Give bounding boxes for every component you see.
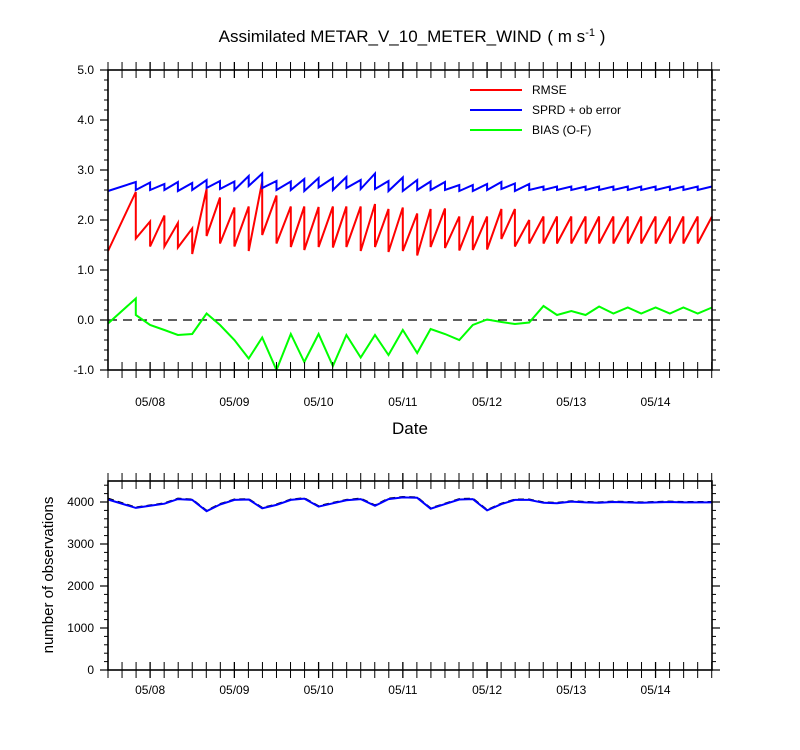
y-tick-label: 4.0 <box>77 113 94 127</box>
y-tick-label: 2000 <box>67 579 94 593</box>
y-tick-label: 2.0 <box>77 213 94 227</box>
top-ticks <box>100 62 720 378</box>
legend-label-rmse: RMSE <box>532 83 567 97</box>
chart-title-units-exponent: -1 <box>585 27 595 39</box>
bottom-xtick-labels: 05/08 05/09 05/10 05/11 05/12 05/13 05/14 <box>135 683 671 697</box>
x-tick-label: 05/10 <box>304 395 334 409</box>
x-tick-label: 05/09 <box>219 683 249 697</box>
bottom-ticks <box>100 473 720 678</box>
x-tick-label: 05/09 <box>219 395 249 409</box>
y-axis-title: number of observations <box>40 497 57 654</box>
x-tick-label: 05/14 <box>641 683 671 697</box>
chart-title-units: ( m s <box>547 27 585 46</box>
x-tick-label: 05/14 <box>641 395 671 409</box>
y-tick-label: 3000 <box>67 537 94 551</box>
x-tick-label: 05/08 <box>135 395 165 409</box>
y-tick-label: 5.0 <box>77 63 94 77</box>
y-tick-label: 1000 <box>67 621 94 635</box>
series-line-bias-o-f <box>107 296 713 373</box>
series-line-sprd-ob-error <box>107 170 713 194</box>
y-tick-label: 1.0 <box>77 263 94 277</box>
top-xtick-labels: 05/08 05/09 05/10 05/11 05/12 05/13 05/14 <box>135 395 671 409</box>
top-ytick-labels: 5.0 4.0 3.0 2.0 1.0 0.0 -1.0 <box>73 63 94 377</box>
x-tick-label: 05/12 <box>472 683 502 697</box>
x-tick-label: 05/13 <box>556 395 586 409</box>
chart-title: Assimilated METAR_V_10_METER_WIND ( m s-1… <box>219 27 606 46</box>
chart-title-units-close: ) <box>595 27 605 46</box>
legend-label-bias-o-f: BIAS (O-F) <box>532 123 591 137</box>
bottom-series <box>107 495 712 513</box>
legend: RMSE SPRD + ob error BIAS (O-F) <box>470 83 621 137</box>
y-tick-label: -1.0 <box>73 363 94 377</box>
x-tick-label: 05/10 <box>304 683 334 697</box>
bottom-ytick-labels: 4000 3000 2000 1000 0 <box>67 495 94 677</box>
top-plot: 5.04.03.02.01.00.0-1.0 05/08 05/09 05/10 05… <box>73 62 720 409</box>
y-tick-label: 0.0 <box>77 313 94 327</box>
series-line-rmse <box>107 181 713 256</box>
y-tick-label: 0 <box>87 663 94 677</box>
top-series <box>107 170 713 373</box>
x-tick-label: 05/13 <box>556 683 586 697</box>
x-axis-title: Date <box>392 419 428 438</box>
series-line-obs-used <box>107 496 712 513</box>
x-tick-label: 05/11 <box>388 683 417 697</box>
x-tick-label: 05/08 <box>135 683 165 697</box>
x-tick-label: 05/12 <box>472 395 502 409</box>
bottom-plot-frame <box>107 480 713 671</box>
x-tick-label: 05/11 <box>388 395 417 409</box>
y-tick-label: 4000 <box>67 495 94 509</box>
chart-title-main: Assimilated METAR_V_10_METER_WIND <box>219 27 542 46</box>
y-tick-label: 3.0 <box>77 163 94 177</box>
legend-label-sprd-ob-error: SPRD + ob error <box>532 103 621 117</box>
